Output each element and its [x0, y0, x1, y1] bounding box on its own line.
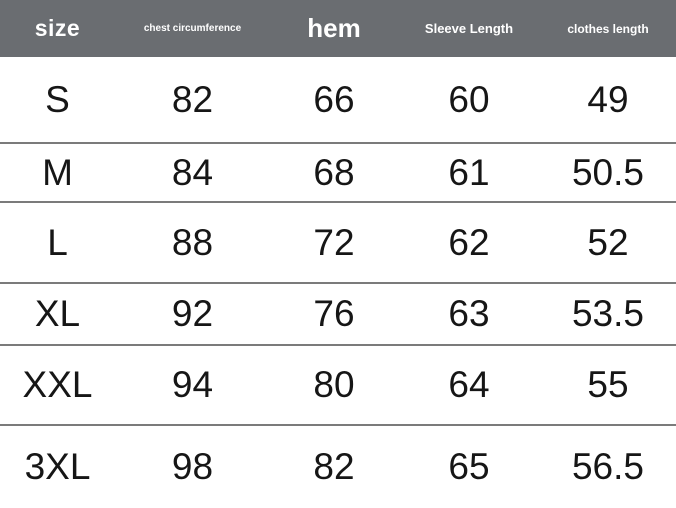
table-row-3xl: 3XL 98 82 65 56.5: [0, 425, 676, 508]
cell-size: S: [45, 78, 70, 120]
column-header-chest-circumference: chest circumference: [143, 23, 242, 34]
column-header-clothes-length: clothes length: [567, 21, 649, 36]
cell-sleeve: 62: [448, 221, 490, 263]
cell-hem: 82: [313, 446, 355, 487]
cell-hem: 80: [313, 364, 355, 405]
cell-chest: 94: [171, 364, 214, 405]
cell-hem: 66: [313, 78, 355, 120]
cell-size: L: [47, 221, 68, 263]
cell-size: XXL: [22, 364, 93, 405]
table-row-l: L 88 72 62 52: [0, 202, 676, 283]
cell-clothes: 55: [587, 364, 629, 405]
cell-chest: 84: [171, 151, 214, 193]
column-header-size: size: [34, 15, 81, 41]
cell-clothes: 53.5: [571, 293, 644, 334]
cell-clothes: 50.5: [571, 151, 644, 193]
cell-chest: 82: [171, 78, 214, 120]
cell-clothes: 52: [587, 221, 629, 263]
cell-chest: 98: [171, 446, 214, 487]
cell-hem: 68: [313, 151, 355, 193]
cell-sleeve: 64: [448, 364, 490, 405]
table-row-xl: XL 92 76 63 53.5: [0, 283, 676, 345]
cell-chest: 88: [171, 221, 214, 263]
table-header-row: size chest circumference hem Sleeve Leng…: [0, 0, 676, 57]
table-row-m: M 84 68 61 50.5: [0, 143, 676, 202]
cell-clothes: 49: [587, 78, 629, 120]
cell-hem: 76: [313, 293, 355, 334]
cell-chest: 92: [171, 293, 214, 334]
cell-sleeve: 65: [448, 446, 490, 487]
cell-size: 3XL: [24, 446, 91, 487]
cell-sleeve: 63: [448, 293, 490, 334]
cell-size: M: [42, 151, 73, 193]
table-row-xxl: XXL 94 80 64 55: [0, 345, 676, 425]
cell-sleeve: 61: [448, 151, 490, 193]
column-header-hem: hem: [307, 13, 361, 43]
cell-clothes: 56.5: [571, 446, 644, 487]
table-row-s: S 82 66 60 49: [0, 57, 676, 143]
cell-size: XL: [34, 293, 81, 334]
cell-hem: 72: [313, 221, 355, 263]
column-header-sleeve-length: Sleeve Length: [424, 21, 514, 36]
cell-sleeve: 60: [448, 78, 490, 120]
